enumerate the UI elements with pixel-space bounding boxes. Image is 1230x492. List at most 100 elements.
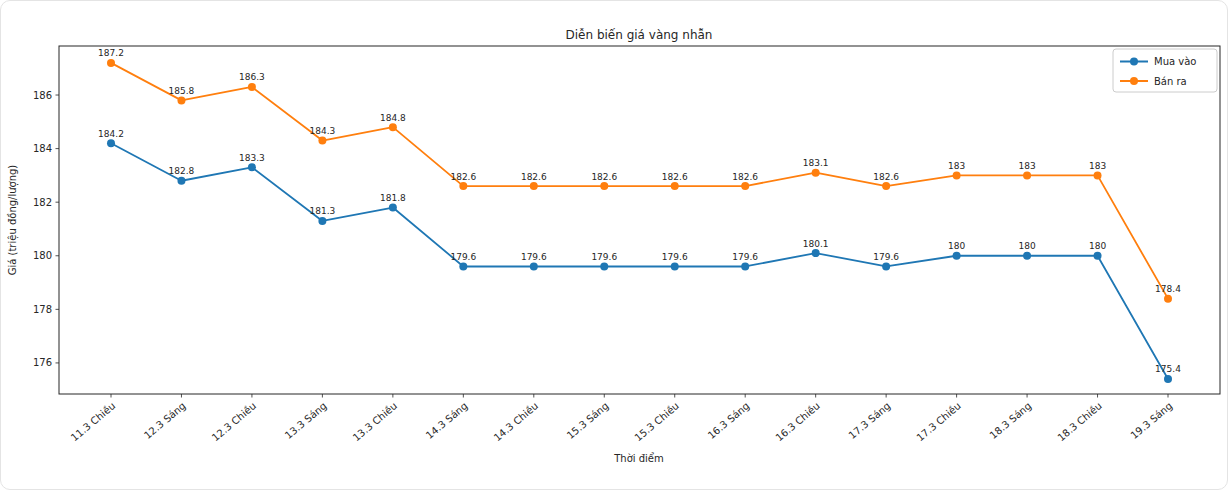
data-point-marker [600,262,608,270]
data-point-marker [107,139,115,147]
legend-label-ban-ra: Bán ra [1154,76,1187,87]
data-point-label: 182.6 [662,172,688,182]
data-point-label: 186.3 [239,72,265,82]
data-point-label: 184.2 [98,129,124,139]
y-tick-label: 180 [33,250,52,261]
data-point-label: 184.3 [310,126,336,136]
series-lines [111,63,1168,379]
data-point-label: 180 [1018,241,1035,251]
data-point-label: 179.6 [521,252,547,262]
x-tick-label: 12.3 Sáng [142,400,188,441]
data-point-label: 185.8 [169,86,195,96]
x-tick-label: 16.3 Sáng [706,400,752,441]
data-point-label: 183 [1018,161,1035,171]
data-point-marker [530,262,538,270]
y-tick-label: 186 [33,90,52,101]
x-axis-ticks: 11.3 Chiều 12.3 Sáng 12.3 Chiều 13.3 Sáng 13… [69,394,1174,443]
plot-frame [59,46,1220,394]
data-point-marker [1023,252,1031,260]
data-point-marker [882,182,890,190]
data-point-marker [1094,252,1102,260]
y-tick-label: 176 [33,357,52,368]
data-point-marker [812,169,820,177]
x-tick-label: 18.3 Chiều [1055,400,1103,443]
data-point-marker [248,163,256,171]
data-point-label: 180.1 [803,239,829,249]
data-point-label: 183.1 [803,158,829,168]
x-tick-label: 12.3 Chiều [210,400,258,443]
x-axis-label: Thời điểm [613,452,664,464]
data-point-marker [882,262,890,270]
legend: Mua vào Bán ra [1113,49,1217,92]
data-point-marker [318,137,326,145]
x-tick-label: 13.3 Chiều [351,400,399,443]
x-tick-label: 19.3 Sáng [1128,400,1174,441]
data-point-label: 175.4 [1155,364,1181,374]
data-point-label: 179.6 [591,252,617,262]
data-point-marker [1094,171,1102,179]
data-point-marker [389,204,397,212]
x-tick-label: 15.3 Sáng [565,400,611,441]
data-point-label: 181.8 [380,193,406,203]
x-tick-label: 17.3 Chiều [914,400,962,443]
y-tick-label: 178 [33,304,52,315]
y-tick-label: 184 [33,143,52,154]
series-line-0 [111,143,1168,379]
data-point-marker [1023,171,1031,179]
data-point-label: 181.3 [310,206,336,216]
x-tick-label: 15.3 Chiều [633,400,681,443]
gold-price-line-chart: Diễn biến giá vàng nhẫn Giá (triệu đồng/… [1,1,1228,490]
data-point-marker [600,182,608,190]
data-point-label: 182.6 [732,172,758,182]
data-point-label: 178.4 [1155,284,1181,294]
x-tick-label: 14.3 Sáng [424,400,470,441]
data-point-label: 184.8 [380,113,406,123]
x-tick-label: 18.3 Sáng [988,400,1034,441]
data-point-marker [1164,295,1172,303]
legend-marker-mua-vao [1130,58,1138,66]
data-point-label: 180 [948,241,965,251]
data-point-marker [953,252,961,260]
data-point-label: 187.2 [98,48,124,58]
data-point-label: 182.6 [591,172,617,182]
x-tick-label: 16.3 Chiều [773,400,821,443]
data-point-label: 183 [1089,161,1106,171]
data-point-label: 182.6 [873,172,899,182]
x-tick-label: 11.3 Chiều [69,400,117,443]
data-point-label: 180 [1089,241,1106,251]
data-point-labels: 184.2 182.8 183.3 181.3 181.8 179.6 179.6 179.6… [98,48,1181,374]
data-point-label: 179.6 [732,252,758,262]
data-point-marker [389,123,397,131]
x-tick-label: 14.3 Chiều [492,400,540,443]
data-point-label: 179.6 [662,252,688,262]
data-point-label: 182.6 [521,172,547,182]
data-point-marker [248,83,256,91]
data-point-label: 182.8 [169,166,195,176]
y-tick-label: 182 [33,197,52,208]
data-point-label: 179.6 [450,252,476,262]
y-axis-label: Giá (triệu đồng/lượng) [7,165,19,276]
chart-card: Diễn biến giá vàng nhẫn Giá (triệu đồng/… [0,0,1228,490]
data-point-marker [318,217,326,225]
chart-title: Diễn biến giá vàng nhẫn [566,28,713,42]
data-point-marker [741,182,749,190]
legend-label-mua-vao: Mua vào [1154,56,1196,67]
y-axis-ticks: 176 178 180 182 184 186 [33,90,59,369]
data-point-marker [530,182,538,190]
data-point-marker [953,171,961,179]
data-point-marker [177,177,185,185]
data-point-marker [1164,375,1172,383]
data-point-marker [741,262,749,270]
data-point-marker [459,182,467,190]
data-point-label: 183 [948,161,965,171]
data-point-label: 183.3 [239,153,265,163]
data-point-marker [177,96,185,104]
data-point-marker [671,262,679,270]
data-point-marker [459,262,467,270]
data-point-marker [671,182,679,190]
x-tick-label: 13.3 Sáng [283,400,329,441]
x-tick-label: 17.3 Sáng [847,400,893,441]
data-point-marker [107,59,115,67]
data-point-marker [812,249,820,257]
data-point-label: 182.6 [450,172,476,182]
